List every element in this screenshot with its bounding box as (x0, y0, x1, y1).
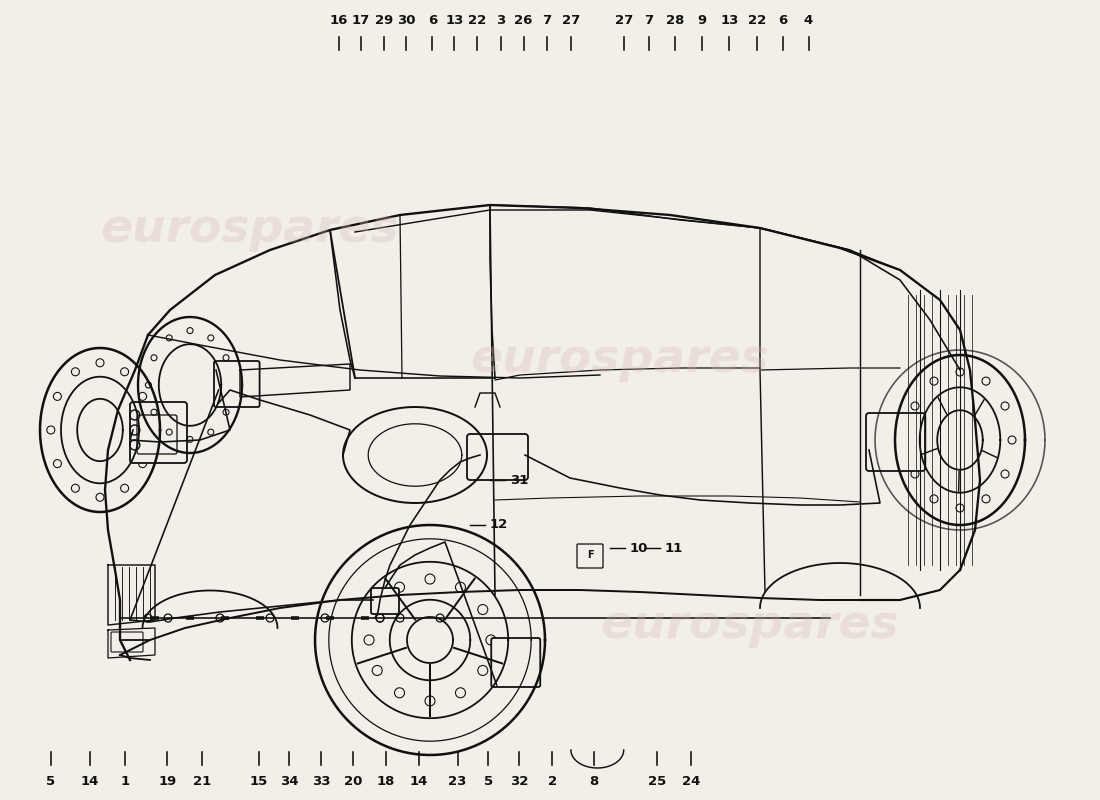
Text: 20: 20 (344, 774, 362, 787)
Text: 21: 21 (194, 774, 211, 787)
Text: 27: 27 (615, 14, 632, 27)
Text: 33: 33 (312, 774, 330, 787)
Text: 13: 13 (446, 14, 463, 27)
Text: 22: 22 (469, 14, 486, 27)
Text: 31: 31 (510, 474, 528, 486)
Text: 10: 10 (630, 542, 648, 554)
Text: 17: 17 (352, 14, 370, 27)
Text: 15: 15 (250, 774, 267, 787)
Text: 32: 32 (510, 774, 528, 787)
Text: 7: 7 (645, 14, 653, 27)
Text: 3: 3 (496, 14, 505, 27)
FancyBboxPatch shape (866, 413, 925, 471)
Text: 25: 25 (648, 774, 666, 787)
Text: eurospares: eurospares (471, 338, 769, 382)
Text: 28: 28 (667, 14, 684, 27)
Text: 26: 26 (515, 14, 532, 27)
Text: 7: 7 (542, 14, 551, 27)
Text: 23: 23 (449, 774, 466, 787)
Text: 5: 5 (46, 774, 55, 787)
FancyBboxPatch shape (468, 434, 528, 480)
Text: eurospares: eurospares (101, 207, 399, 253)
Text: 6: 6 (779, 14, 788, 27)
FancyBboxPatch shape (371, 588, 399, 614)
FancyBboxPatch shape (214, 361, 260, 407)
Text: 13: 13 (720, 14, 738, 27)
Text: 14: 14 (410, 774, 428, 787)
Text: eurospares: eurospares (601, 602, 900, 647)
Text: 19: 19 (158, 774, 176, 787)
FancyBboxPatch shape (130, 402, 187, 463)
Text: 22: 22 (748, 14, 766, 27)
Text: 14: 14 (81, 774, 99, 787)
Text: 16: 16 (330, 14, 348, 27)
Text: 18: 18 (377, 774, 395, 787)
Text: 6: 6 (428, 14, 437, 27)
Text: 30: 30 (397, 14, 415, 27)
Text: 11: 11 (666, 542, 683, 554)
Text: 1: 1 (121, 774, 130, 787)
Text: 5: 5 (484, 774, 493, 787)
Text: 8: 8 (590, 774, 598, 787)
Text: 27: 27 (562, 14, 580, 27)
Text: 4: 4 (804, 14, 813, 27)
Text: 9: 9 (697, 14, 706, 27)
FancyBboxPatch shape (492, 638, 540, 687)
Text: 2: 2 (548, 774, 557, 787)
Text: 12: 12 (490, 518, 508, 531)
Text: 24: 24 (682, 774, 700, 787)
Text: 34: 34 (280, 774, 298, 787)
Text: F: F (586, 550, 593, 560)
Text: 29: 29 (375, 14, 393, 27)
